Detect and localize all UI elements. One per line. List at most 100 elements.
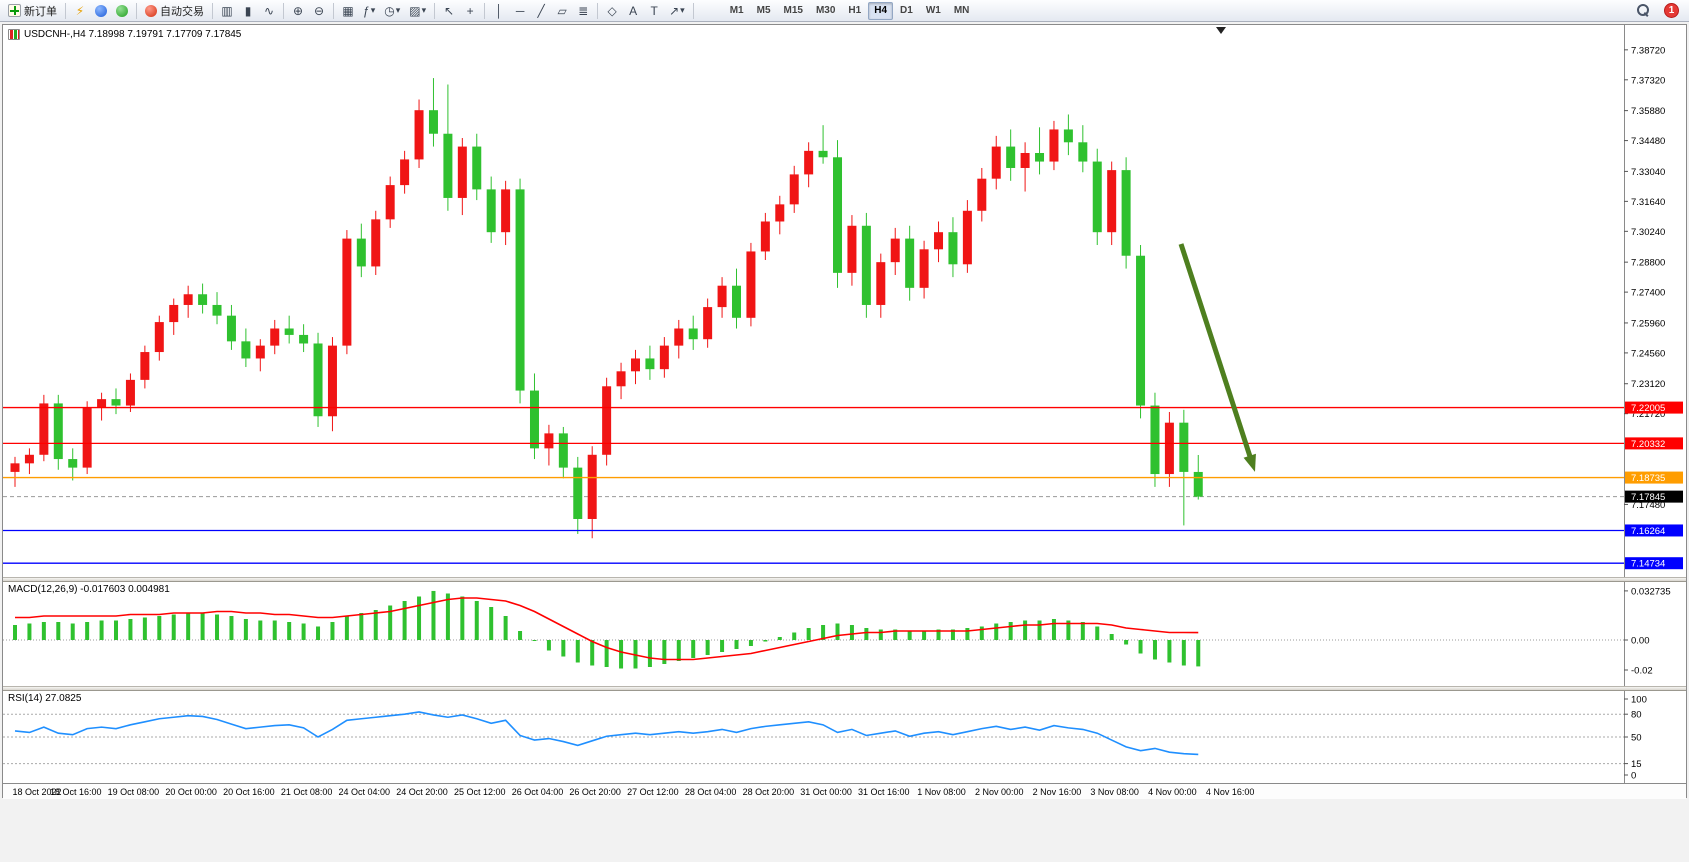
candle-body [775, 204, 785, 222]
indicators-button[interactable]: ƒ ▾ [359, 1, 379, 20]
panel-splitter[interactable] [3, 686, 1686, 691]
candle-body [400, 159, 410, 186]
macd-signal-line [15, 597, 1199, 661]
candle-body [1150, 405, 1160, 475]
candle-body [327, 345, 337, 417]
cursor-tool-button[interactable]: ↖ [439, 1, 459, 20]
macd-bar [835, 623, 840, 640]
vertical-line-tool-button[interactable]: │ [489, 1, 509, 20]
chevron-down-icon: ▾ [680, 5, 685, 15]
price-badge-label: 7.18735 [1631, 473, 1665, 484]
profile-icon [95, 4, 107, 17]
candle-body [486, 189, 496, 233]
candle-body [68, 459, 78, 468]
label-tool-button[interactable]: T [644, 1, 664, 20]
search-button[interactable] [1633, 1, 1654, 20]
toolbar-separator [283, 2, 284, 19]
timeframe-button-w1[interactable]: W1 [920, 2, 947, 20]
macd-bar [258, 620, 263, 640]
macd-bar [821, 625, 826, 640]
candle-body [472, 146, 482, 190]
rsi-axis-label: 80 [1631, 710, 1642, 721]
candle-body [1020, 152, 1030, 168]
time-label: 4 Nov 16:00 [1205, 787, 1255, 797]
macd-bar [142, 617, 147, 640]
panel-splitter[interactable] [3, 577, 1686, 582]
price-badge [1625, 490, 1683, 503]
candle-body [558, 433, 568, 468]
candle-body [1136, 255, 1146, 406]
macd-bar [489, 607, 494, 640]
shapes-tool-button[interactable]: ◇ [602, 1, 622, 20]
macd-bar [474, 601, 479, 640]
price-axis-label: 7.17480 [1631, 500, 1665, 511]
macd-bar [1109, 634, 1114, 640]
macd-bar [171, 614, 176, 640]
crosshair-tool-button[interactable]: + [460, 1, 480, 20]
time-label: 2 Nov 00:00 [974, 787, 1024, 797]
time-label: 1 Nov 08:00 [917, 787, 966, 797]
timeframe-button-m15[interactable]: M15 [778, 2, 809, 20]
price-chart[interactable]: 7.38720 7.37320 7.35880 7.34480 7.33040 7.316… [3, 25, 1686, 577]
price-axis-label: 7.33040 [1631, 167, 1665, 178]
time-axis[interactable]: 18 Oct 2022 18 Oct 16:00 19 Oct 08:00 20 Oc… [3, 783, 1686, 799]
period-button[interactable]: ◷ ▾ [380, 1, 404, 20]
line-chart-button[interactable]: ∿ [259, 1, 279, 20]
charts-button[interactable]: ⚡ [70, 1, 90, 20]
toolbar-separator [212, 2, 213, 19]
auto-trading-button[interactable]: 自动交易 [141, 1, 208, 20]
channel-tool-button[interactable]: ▱ [552, 1, 572, 20]
zoom-in-button[interactable]: ⊕ [288, 1, 308, 20]
price-axis-label: 7.27400 [1631, 288, 1665, 299]
bar-chart-button[interactable]: ▥ [217, 1, 237, 20]
rsi-chart[interactable]: 100 80 50 150 [3, 691, 1686, 783]
zoom-out-icon: ⊖ [313, 3, 325, 18]
time-label: 31 Oct 16:00 [858, 787, 910, 797]
annotation-arrow[interactable] [1178, 243, 1254, 462]
timeframe-button-h1[interactable]: H1 [842, 2, 867, 20]
candle-body [53, 403, 63, 460]
price-axis-label: 7.21720 [1631, 409, 1665, 420]
text-tool-button[interactable]: A [623, 1, 643, 20]
macd-bar [662, 640, 667, 664]
arrows-tool-button[interactable]: ↗ ▾ [665, 1, 689, 20]
macd-chart[interactable]: 0.032735 0.00 -0.02 [3, 582, 1686, 686]
price-badge-label: 7.22005 [1631, 403, 1665, 414]
candle-body [890, 238, 900, 263]
candlestick-icon: ▮ [244, 3, 252, 18]
macd-bar [864, 628, 869, 640]
fibonacci-tool-button[interactable]: ≣ [573, 1, 593, 20]
macd-bar [460, 596, 465, 640]
horizontal-line-tool-button[interactable]: ─ [510, 1, 530, 20]
time-label: 25 Oct 12:00 [453, 787, 506, 797]
timeframe-button-h4[interactable]: H4 [868, 1, 894, 20]
candlestick-chart-button[interactable]: ▮ [238, 1, 258, 20]
price-axis-label: 7.23120 [1631, 379, 1665, 390]
timeframe-button-m1[interactable]: M1 [724, 2, 750, 20]
profile-button[interactable] [91, 1, 111, 20]
template-button[interactable]: ▨ ▾ [405, 1, 430, 20]
macd-bar [1152, 640, 1157, 660]
timeframe-button-m5[interactable]: M5 [751, 2, 777, 20]
annotation-arrow-head[interactable] [1243, 453, 1256, 472]
channel-icon: ▱ [557, 3, 567, 18]
macd-bar [604, 640, 609, 667]
timeframe-button-m30[interactable]: M30 [810, 2, 841, 20]
candle-body [674, 328, 684, 346]
new-order-button[interactable]: 新订单 [4, 1, 61, 20]
timeframe-button-d1[interactable]: D1 [894, 2, 919, 20]
candle-body [457, 146, 467, 198]
trendline-tool-button[interactable]: ╱ [531, 1, 551, 20]
candle-body [385, 185, 395, 220]
candle-body [703, 307, 713, 340]
timeframe-button-mn[interactable]: MN [948, 2, 976, 20]
candle-body [818, 150, 828, 158]
candle-body [212, 304, 222, 316]
notification-badge[interactable]: 1 [1664, 3, 1679, 18]
zoom-out-button[interactable]: ⊖ [309, 1, 329, 20]
candle-body [154, 322, 164, 353]
community-button[interactable] [112, 1, 132, 20]
candle-body [587, 454, 597, 519]
toolbar-separator [333, 2, 334, 19]
tile-windows-button[interactable]: ▦ [338, 1, 358, 20]
